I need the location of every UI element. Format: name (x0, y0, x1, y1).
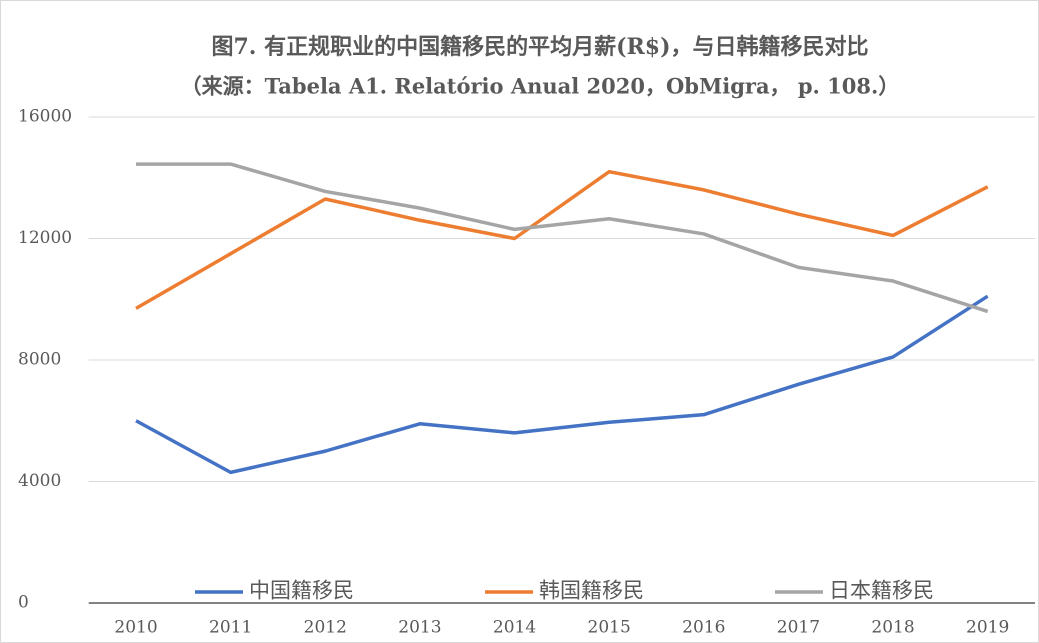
y-tick-label: 0 (18, 593, 29, 613)
x-tick-label: 2015 (588, 618, 631, 638)
x-tick-label: 2017 (777, 618, 820, 638)
y-tick-label: 16000 (18, 107, 72, 127)
series-line (135, 294, 989, 475)
x-tick-label: 2012 (304, 618, 347, 638)
x-tick-label: 2016 (682, 618, 725, 638)
x-tick-label: 2011 (209, 618, 252, 638)
legend-label: 韩国籍移民 (539, 579, 644, 603)
chart-subtitle: （来源：Tabela A1. Relatório Anual 2020，ObMi… (181, 74, 900, 99)
x-tick-label: 2010 (114, 618, 157, 638)
series-line (136, 162, 989, 314)
legend-label: 日本籍移民 (829, 579, 934, 603)
x-tick-label: 2013 (398, 618, 441, 638)
y-tick-label: 8000 (18, 350, 61, 370)
y-tick-label: 4000 (18, 471, 61, 491)
y-tick-label: 12000 (18, 228, 72, 248)
x-tick-label: 2019 (966, 618, 1009, 638)
chart-title: 图7. 有正规职业的中国籍移民的平均月薪(R$)，与日韩籍移民对比 (211, 34, 868, 60)
x-tick-label: 2014 (493, 618, 536, 638)
series-line (135, 169, 989, 310)
legend-label: 中国籍移民 (249, 579, 354, 603)
x-tick-label: 2018 (871, 618, 914, 638)
